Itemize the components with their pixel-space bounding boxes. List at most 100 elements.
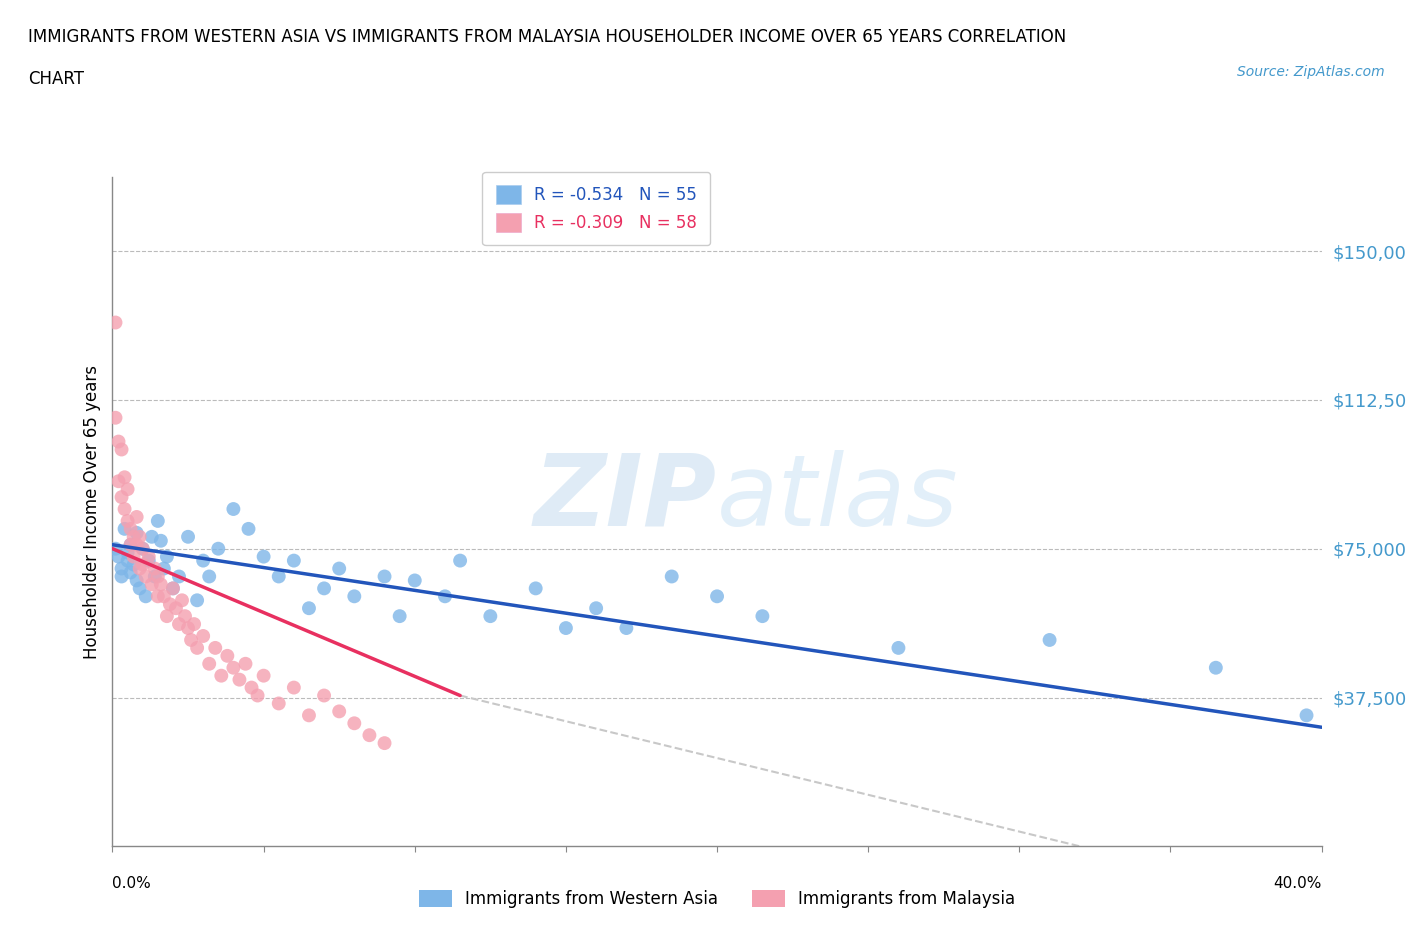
- Point: [235, 657, 257, 671]
- Point: [616, 620, 638, 635]
- Point: [298, 708, 321, 723]
- Text: 0.0%: 0.0%: [112, 876, 152, 892]
- Point: [107, 550, 129, 565]
- Point: [198, 569, 221, 584]
- Point: [132, 541, 155, 556]
- Point: [253, 550, 276, 565]
- Point: [238, 522, 260, 537]
- Point: [1205, 660, 1227, 675]
- Point: [128, 529, 150, 544]
- Point: [314, 581, 336, 596]
- Text: ZIP: ZIP: [534, 449, 717, 547]
- Point: [159, 597, 181, 612]
- Text: atlas: atlas: [717, 449, 959, 547]
- Point: [283, 680, 305, 695]
- Text: 40.0%: 40.0%: [1274, 876, 1322, 892]
- Point: [283, 553, 305, 568]
- Point: [222, 660, 245, 675]
- Point: [165, 601, 187, 616]
- Point: [132, 541, 155, 556]
- Point: [204, 641, 226, 656]
- Point: [207, 541, 229, 556]
- Point: [146, 589, 169, 604]
- Point: [183, 617, 205, 631]
- Point: [170, 592, 193, 607]
- Y-axis label: Householder Income Over 65 years: Householder Income Over 65 years: [83, 365, 101, 658]
- Point: [343, 716, 366, 731]
- Point: [153, 561, 176, 576]
- Point: [177, 620, 200, 635]
- Text: CHART: CHART: [28, 70, 84, 87]
- Point: [177, 529, 200, 544]
- Point: [117, 553, 139, 568]
- Text: Source: ZipAtlas.com: Source: ZipAtlas.com: [1237, 65, 1385, 79]
- Point: [110, 490, 132, 505]
- Point: [751, 609, 773, 624]
- Point: [135, 569, 157, 584]
- Point: [114, 501, 136, 516]
- Point: [240, 680, 263, 695]
- Point: [253, 669, 276, 684]
- Point: [374, 569, 396, 584]
- Point: [198, 657, 221, 671]
- Point: [153, 589, 176, 604]
- Point: [122, 550, 145, 565]
- Point: [191, 629, 214, 644]
- Point: [125, 525, 148, 540]
- Point: [585, 601, 607, 616]
- Point: [125, 510, 148, 525]
- Point: [120, 522, 142, 537]
- Point: [138, 553, 160, 568]
- Point: [143, 561, 166, 576]
- Point: [404, 573, 426, 588]
- Legend: Immigrants from Western Asia, Immigrants from Malaysia: Immigrants from Western Asia, Immigrants…: [412, 884, 1022, 915]
- Point: [114, 522, 136, 537]
- Point: [120, 538, 142, 552]
- Point: [122, 557, 145, 572]
- Point: [328, 561, 350, 576]
- Point: [128, 581, 150, 596]
- Point: [267, 696, 290, 711]
- Point: [222, 501, 245, 516]
- Point: [228, 672, 250, 687]
- Point: [374, 736, 396, 751]
- Point: [191, 553, 214, 568]
- Point: [314, 688, 336, 703]
- Point: [107, 434, 129, 449]
- Point: [554, 620, 576, 635]
- Point: [156, 550, 179, 565]
- Point: [661, 569, 683, 584]
- Point: [132, 557, 155, 572]
- Text: IMMIGRANTS FROM WESTERN ASIA VS IMMIGRANTS FROM MALAYSIA HOUSEHOLDER INCOME OVER: IMMIGRANTS FROM WESTERN ASIA VS IMMIGRAN…: [28, 28, 1066, 46]
- Point: [479, 609, 502, 624]
- Point: [524, 581, 547, 596]
- Point: [298, 601, 321, 616]
- Point: [128, 561, 150, 576]
- Point: [162, 581, 184, 596]
- Point: [156, 609, 179, 624]
- Point: [141, 529, 163, 544]
- Point: [135, 589, 157, 604]
- Point: [186, 641, 208, 656]
- Point: [209, 669, 232, 684]
- Point: [141, 577, 163, 591]
- Point: [328, 704, 350, 719]
- Point: [706, 589, 728, 604]
- Point: [146, 569, 169, 584]
- Point: [107, 473, 129, 488]
- Point: [162, 581, 184, 596]
- Point: [146, 513, 169, 528]
- Point: [167, 569, 190, 584]
- Point: [104, 315, 127, 330]
- Point: [125, 538, 148, 552]
- Point: [359, 728, 381, 743]
- Point: [149, 533, 172, 548]
- Point: [117, 513, 139, 528]
- Point: [174, 609, 197, 624]
- Point: [186, 592, 208, 607]
- Point: [388, 609, 411, 624]
- Point: [1038, 632, 1062, 647]
- Point: [267, 569, 290, 584]
- Point: [122, 529, 145, 544]
- Point: [217, 648, 239, 663]
